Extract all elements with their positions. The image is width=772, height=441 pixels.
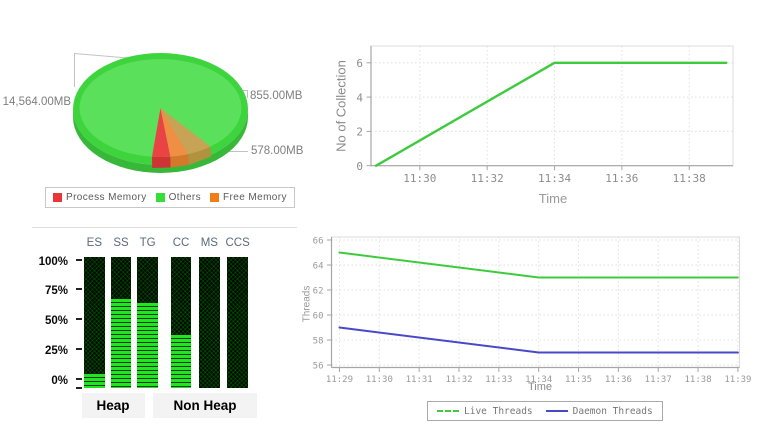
- pools-y-tick-label: 0%: [51, 374, 68, 387]
- pool-bar-es: [84, 256, 105, 388]
- pie-slice-process-memory: [152, 108, 171, 157]
- memory-pie-legend: Process Memory Others Free Memory: [45, 187, 295, 208]
- x-tick-label: 11:34: [538, 172, 571, 185]
- y-tick-label: 58: [313, 336, 324, 346]
- panel-separator: [32, 227, 297, 228]
- pie-value-process-memory: 855.00MB: [250, 90, 303, 102]
- legend-label: Process Memory: [66, 192, 147, 203]
- pie-leader-others: [74, 52, 129, 87]
- pie-slice-free-memory: [160, 108, 189, 157]
- x-tick-label: 11:29: [326, 375, 353, 385]
- pool-column-label-ms: MS: [200, 237, 218, 249]
- legend-label: Free Memory: [223, 192, 287, 203]
- pools-baseline-tick: [75, 386, 82, 389]
- x-tick-label: 11:32: [445, 375, 472, 385]
- y-tick-label: 62: [313, 286, 324, 296]
- x-tick-label: 11:32: [471, 172, 504, 185]
- daemon-threads-line-icon: [545, 410, 568, 412]
- threads-y-axis-title: Threads: [301, 285, 313, 323]
- x-tick-label: 11:36: [605, 172, 638, 185]
- legend-item-others: Others: [155, 192, 202, 203]
- pools-y-tick-label: 25%: [44, 344, 68, 357]
- memory-pie-chart: [73, 52, 248, 173]
- x-tick-label: 11:39: [724, 375, 751, 385]
- others-swatch-icon: [155, 193, 165, 202]
- legend-item-daemon-threads: Daemon Threads: [545, 405, 653, 417]
- pools-y-tick-label: 50%: [44, 315, 68, 328]
- y-tick-label: 6: [356, 57, 363, 70]
- legend-item-process-memory: Process Memory: [53, 192, 147, 203]
- y-tick-label: 2: [356, 126, 363, 139]
- pool-column-label-tg: TG: [139, 237, 156, 249]
- group-label-non-heap: Non Heap: [153, 393, 257, 418]
- x-tick-label: 11:30: [366, 375, 393, 385]
- y-tick-label: 60: [313, 311, 324, 321]
- legend-label: Live Threads: [464, 405, 533, 417]
- x-tick-label: 11:34: [525, 375, 552, 385]
- pool-column-label-es: ES: [86, 237, 103, 249]
- threads-x-axis-title: Time: [527, 381, 553, 393]
- threads-chart: 56 58 60 62 64 66 11:29 11:30 11:31 11:32 11:33 11:…: [313, 236, 752, 385]
- pool-column-label-cc: CC: [172, 237, 190, 249]
- x-tick-label: 11:31: [406, 375, 433, 385]
- plot-border: [331, 236, 740, 368]
- pie-slice-overlap: [160, 108, 211, 154]
- x-tick-label: 11:30: [403, 172, 436, 185]
- memory-pools-chart: Heap Non Heap 100% 75% 50% 25% 0% ES SS TG CC MS C…: [0, 225, 300, 441]
- pool-bar-tg: [137, 256, 158, 388]
- legend-label: Daemon Threads: [572, 405, 653, 417]
- y-tick-label: 0: [356, 160, 363, 173]
- pool-bar-ss: [110, 256, 132, 388]
- series-line-live-threads: [338, 251, 739, 279]
- x-tick-label: 11:38: [685, 375, 712, 385]
- pool-bar-ccs: [227, 256, 248, 388]
- gc-collections-chart: 0 2 4 6 11:30 11:32 11:34 11:36 11:38: [356, 45, 734, 185]
- live-threads-line-icon: [437, 410, 459, 412]
- pie-slice-side-process: [152, 156, 171, 168]
- pool-column-label-ss: SS: [113, 237, 129, 249]
- pool-bar-fill: [84, 374, 105, 388]
- group-label-heap: Heap: [81, 393, 145, 418]
- y-tick-label: 66: [313, 236, 324, 246]
- pools-y-tick: [75, 347, 82, 350]
- gc-x-axis-title: Time: [538, 191, 568, 206]
- y-tick-label: 64: [313, 261, 324, 271]
- pools-y-tick: [75, 318, 82, 321]
- pools-y-tick: [75, 288, 82, 291]
- pools-y-tick-label: 75%: [44, 285, 68, 298]
- y-tick-label: 4: [356, 91, 363, 104]
- pools-y-tick-label: 100%: [38, 255, 68, 268]
- gc-y-axis-title: No of Collection: [333, 60, 349, 152]
- series-line-no-of-collection: [374, 61, 728, 167]
- pie-value-others: 14,564.00MB: [2, 96, 71, 108]
- series-line-daemon-threads: [338, 326, 739, 354]
- x-tick-label: 11:36: [605, 375, 632, 385]
- x-tick-label: 11:33: [485, 375, 512, 385]
- pools-y-tick: [75, 377, 82, 380]
- x-tick-label: 11:37: [645, 375, 672, 385]
- x-tick-label: 11:38: [673, 172, 706, 185]
- pools-y-tick: [75, 258, 82, 261]
- x-tick-label: 11:35: [565, 375, 592, 385]
- pool-bar-cc: [170, 256, 192, 388]
- y-tick-label: 56: [313, 361, 324, 371]
- pool-bar-fill: [110, 299, 132, 388]
- pie-slice-side-free: [170, 154, 189, 168]
- pie-slice-side-overlap: [188, 146, 212, 165]
- free-memory-swatch-icon: [210, 193, 220, 202]
- pie-value-free-memory: 578.00MB: [251, 145, 304, 157]
- legend-item-live-threads: Live Threads: [437, 406, 533, 417]
- pie-leader-process: [242, 90, 248, 98]
- process-memory-swatch-icon: [53, 193, 62, 202]
- pool-bar-fill: [137, 302, 158, 388]
- pool-bar-ms: [199, 256, 220, 388]
- pool-bar-fill: [170, 334, 192, 388]
- threads-legend: Live Threads Daemon Threads: [427, 401, 663, 421]
- legend-item-free-memory: Free Memory: [210, 192, 287, 203]
- legend-label: Others: [168, 192, 202, 203]
- pool-column-label-ccs: CCS: [225, 237, 250, 249]
